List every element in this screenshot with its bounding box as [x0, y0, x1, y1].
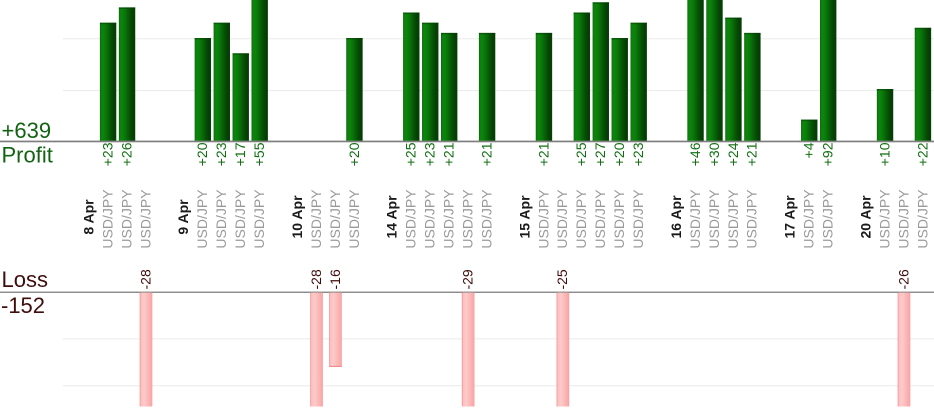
svg-text:-16: -16 — [327, 269, 343, 289]
svg-text:USD/JPY: USD/JPY — [592, 189, 608, 249]
svg-text:USD/JPY: USD/JPY — [573, 189, 589, 249]
svg-text:+21: +21 — [441, 142, 457, 166]
svg-text:+20: +20 — [194, 142, 210, 166]
svg-text:USD/JPY: USD/JPY — [876, 189, 892, 249]
svg-text:10 Apr: 10 Apr — [289, 195, 305, 239]
svg-text:-25: -25 — [554, 269, 570, 289]
svg-text:+92: +92 — [820, 142, 836, 166]
svg-text:USD/JPY: USD/JPY — [535, 189, 551, 249]
svg-text:+25: +25 — [573, 142, 589, 166]
svg-text:USD/JPY: USD/JPY — [403, 189, 419, 249]
svg-text:USD/JPY: USD/JPY — [137, 189, 153, 249]
svg-text:USD/JPY: USD/JPY — [611, 189, 627, 249]
svg-text:8 Apr: 8 Apr — [80, 199, 96, 235]
svg-text:USD/JPY: USD/JPY — [232, 189, 248, 249]
svg-text:+23: +23 — [213, 142, 229, 166]
svg-text:USD/JPY: USD/JPY — [194, 189, 210, 249]
svg-text:USD/JPY: USD/JPY — [725, 189, 741, 249]
svg-text:USD/JPY: USD/JPY — [895, 189, 911, 249]
svg-text:+21: +21 — [535, 142, 551, 166]
svg-text:14 Apr: 14 Apr — [384, 195, 400, 239]
svg-text:9 Apr: 9 Apr — [175, 199, 191, 235]
svg-text:15 Apr: 15 Apr — [516, 195, 532, 239]
svg-text:Profit: Profit — [2, 143, 53, 168]
svg-text:+24: +24 — [725, 142, 741, 166]
svg-text:-152: -152 — [1, 293, 45, 318]
svg-text:USD/JPY: USD/JPY — [327, 189, 343, 249]
svg-text:+22: +22 — [914, 142, 930, 166]
svg-text:+639: +639 — [2, 118, 52, 143]
svg-text:-28: -28 — [137, 269, 153, 289]
svg-text:+10: +10 — [876, 142, 892, 166]
svg-text:USD/JPY: USD/JPY — [308, 189, 324, 249]
svg-text:-28: -28 — [308, 269, 324, 289]
svg-text:USD/JPY: USD/JPY — [801, 189, 817, 249]
svg-text:USD/JPY: USD/JPY — [914, 189, 930, 249]
svg-text:+27: +27 — [592, 142, 608, 166]
svg-text:USD/JPY: USD/JPY — [744, 189, 760, 249]
svg-text:USD/JPY: USD/JPY — [554, 189, 570, 249]
svg-text:-26: -26 — [895, 269, 911, 289]
svg-text:USD/JPY: USD/JPY — [441, 189, 457, 249]
svg-text:+21: +21 — [744, 142, 760, 166]
svg-text:USD/JPY: USD/JPY — [346, 189, 362, 249]
svg-text:+20: +20 — [346, 142, 362, 166]
svg-text:+21: +21 — [478, 142, 494, 166]
svg-text:+17: +17 — [232, 142, 248, 166]
svg-text:+26: +26 — [118, 142, 134, 166]
svg-text:+23: +23 — [99, 142, 115, 166]
svg-text:Loss: Loss — [2, 267, 48, 292]
svg-text:USD/JPY: USD/JPY — [687, 189, 703, 249]
svg-text:USD/JPY: USD/JPY — [706, 189, 722, 249]
svg-text:USD/JPY: USD/JPY — [422, 189, 438, 249]
svg-text:+4: +4 — [801, 142, 817, 158]
svg-text:+30: +30 — [706, 142, 722, 166]
svg-text:+20: +20 — [611, 142, 627, 166]
svg-text:USD/JPY: USD/JPY — [820, 189, 836, 249]
svg-text:USD/JPY: USD/JPY — [213, 189, 229, 249]
svg-text:-29: -29 — [459, 269, 475, 289]
svg-text:USD/JPY: USD/JPY — [459, 189, 475, 249]
svg-text:+46: +46 — [687, 142, 703, 166]
svg-text:USD/JPY: USD/JPY — [630, 189, 646, 249]
svg-text:USD/JPY: USD/JPY — [118, 189, 134, 249]
svg-text:+25: +25 — [403, 142, 419, 166]
svg-text:USD/JPY: USD/JPY — [99, 189, 115, 249]
svg-text:17 Apr: 17 Apr — [782, 195, 798, 239]
svg-text:USD/JPY: USD/JPY — [251, 189, 267, 249]
svg-text:USD/JPY: USD/JPY — [478, 189, 494, 249]
svg-text:+55: +55 — [251, 142, 267, 166]
svg-text:+23: +23 — [422, 142, 438, 166]
svg-text:+23: +23 — [630, 142, 646, 166]
svg-text:16 Apr: 16 Apr — [668, 195, 684, 239]
svg-text:20 Apr: 20 Apr — [857, 195, 873, 239]
